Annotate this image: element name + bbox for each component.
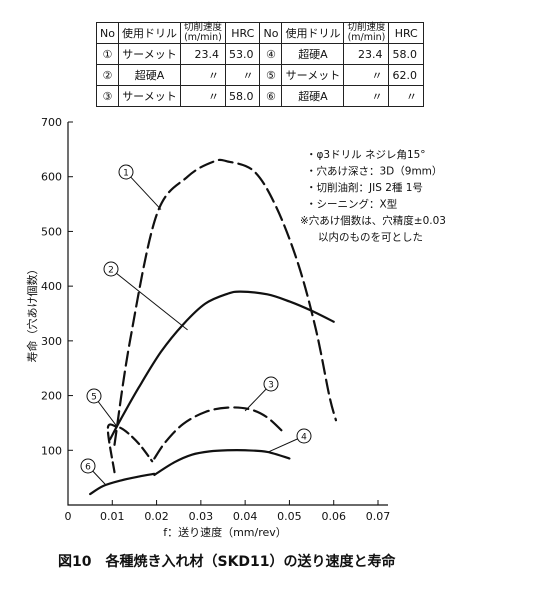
series-marker-label-3: 3 xyxy=(268,381,274,391)
x-tick-label: 0.05 xyxy=(277,510,302,523)
note-line-1: ・φ3ドリル ネジレ角15° xyxy=(306,149,426,161)
series-marker-label-1: 1 xyxy=(123,169,129,179)
table-cell: 62.0 xyxy=(388,64,424,86)
table-cell: 超硬A xyxy=(281,85,345,107)
table-row: ③ サーメット〃 58.0 ⑥ 超硬A 〃〃 xyxy=(96,85,424,107)
series-layer: 1 2 3 4 5 6 xyxy=(80,158,338,496)
series-line-5 xyxy=(106,423,154,474)
y-tick-label: 200 xyxy=(41,390,62,403)
series-marker-label-4: 4 xyxy=(301,433,307,443)
series-line-2 xyxy=(108,290,335,441)
note-line-3: ・切削油剤：JIS 2種 1号 xyxy=(306,181,423,194)
conditions-table: No 使用ドリル 切削速度 (m/min) HRC No 使用ドリル 切削速度 (m/min) H… xyxy=(96,22,424,107)
y-tick-label: 700 xyxy=(41,116,62,129)
series-marker-label-5: 5 xyxy=(91,393,97,403)
table-cell: 58.0 xyxy=(388,43,424,65)
x-tick-label: 0.04 xyxy=(233,510,258,523)
table-cell: 23.4 xyxy=(179,43,226,65)
y-axis-label: 寿命（穴あけ個数） xyxy=(25,264,39,363)
table-row: ② 超硬A 〃〃 ⑤ サーメット〃 62.0 xyxy=(96,64,424,86)
table-cell: 53.0 xyxy=(224,43,261,65)
y-tick-label: 400 xyxy=(41,280,62,293)
axes: 0 0.01 0.02 0.03 0.04 0.05 0.06 0.07 100 200 300 40… xyxy=(25,116,390,539)
series-line-3 xyxy=(153,406,287,460)
series-marker-5 xyxy=(86,388,102,404)
note-line-2: ・穴あけ深さ：3D（9mm） xyxy=(306,165,442,178)
series-marker-1 xyxy=(118,164,134,180)
x-tick-label: 0.01 xyxy=(100,510,125,523)
note-line-4: ・シーニング：X型 xyxy=(306,198,397,211)
series-marker-4 xyxy=(296,428,312,444)
series-line-4 xyxy=(153,449,291,477)
figure-caption: 図10 各種焼き入れ材（SKD11）の送り速度と寿命 xyxy=(58,553,397,570)
series-line-1 xyxy=(113,158,338,446)
table-header-cell: HRC xyxy=(388,22,424,44)
series-marker-3 xyxy=(263,376,279,392)
x-tick-label: 0 xyxy=(65,510,72,523)
y-tick-label: 300 xyxy=(41,335,62,348)
table-header-cell: No xyxy=(96,22,119,44)
table-cell: 58.0 xyxy=(224,85,261,107)
series-marker-2 xyxy=(103,261,119,277)
x-tick-label: 0.06 xyxy=(321,510,346,523)
leader-line-2 xyxy=(110,268,188,331)
x-axis-label: f：送り速度（mm/rev） xyxy=(163,525,287,539)
y-tick-label: 100 xyxy=(41,444,62,457)
series-line-6 xyxy=(89,472,156,496)
series-marker-6 xyxy=(80,458,96,474)
y-tick-label: 500 xyxy=(41,225,62,238)
x-tick-label: 0.03 xyxy=(189,510,214,523)
table-cell: 〃 xyxy=(343,85,390,107)
series-marker-label-6: 6 xyxy=(85,463,91,473)
notes-layer: ・φ3ドリル ネジレ角15° ・穴あけ深さ：3D（9mm） ・切削油剤：JIS 2種… xyxy=(300,149,446,244)
table-row: ① サーメット 23.4 53.0 ④ 超硬A 23.4 58.0 xyxy=(96,43,424,65)
y-tick-label: 600 xyxy=(41,171,62,184)
table-cell: 超硬A xyxy=(117,64,181,86)
table-cell: 23.4 xyxy=(343,43,390,65)
table-cell: 〃 xyxy=(388,85,424,107)
x-tick-label: 0.02 xyxy=(144,510,169,523)
note-line-6: 以内のものを可とした xyxy=(318,231,423,244)
table-header-row: No 使用ドリル 切削速度 (m/min) HRC No 使用ドリル 切削速度 (m/min) H… xyxy=(96,22,424,44)
table-cell: 超硬A xyxy=(281,43,345,65)
note-line-5: ※穴あけ個数は、穴精度±0.03 xyxy=(300,214,446,227)
leader-line-1 xyxy=(125,171,162,210)
table-cell: 〃 xyxy=(179,85,226,107)
series-marker-label-2: 2 xyxy=(108,266,114,276)
x-tick-label: 0.07 xyxy=(366,510,391,523)
table-header-cell: 切削速度 (m/min) xyxy=(343,22,390,44)
axis-lines xyxy=(67,122,388,506)
